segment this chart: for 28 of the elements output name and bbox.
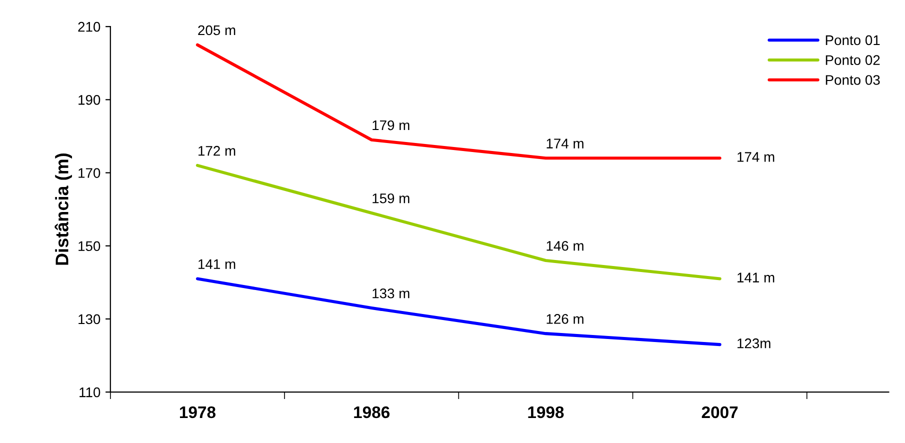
data-label: 123m <box>738 338 770 348</box>
line-series <box>196 277 722 346</box>
y-tick-label: 190 <box>78 95 100 105</box>
data-label: 133 m <box>372 288 410 298</box>
legend-label: Ponto 02 <box>826 55 880 66</box>
y-tick-label: 130 <box>78 314 100 324</box>
x-tick-label: 1998 <box>528 406 564 418</box>
data-label: 146 m <box>546 240 584 251</box>
line-series <box>196 164 722 280</box>
y-tick-label: 170 <box>78 168 100 178</box>
y-tick-label: 210 <box>78 22 100 32</box>
data-label: 205 m <box>198 25 236 36</box>
data-label: 141 m <box>198 259 236 269</box>
x-tick-label: 1978 <box>180 406 216 418</box>
data-label: 179 m <box>372 120 410 130</box>
data-label: 174 m <box>546 138 584 148</box>
y-tick-label: 110 <box>80 387 100 398</box>
legend-label: Ponto 03 <box>826 75 880 85</box>
x-tick-label: 1986 <box>354 406 390 418</box>
legend-label: Ponto 01 <box>826 35 880 46</box>
data-label: 141 m <box>738 272 774 282</box>
y-axis-title: Distância (m) <box>54 154 72 265</box>
data-label: 126 m <box>546 314 584 324</box>
data-label: 172 m <box>198 146 236 156</box>
data-label: 174 m <box>738 152 774 162</box>
y-tick-label: 150 <box>78 241 100 252</box>
data-label: 159 m <box>372 193 410 204</box>
x-tick-label: 2007 <box>702 406 738 418</box>
